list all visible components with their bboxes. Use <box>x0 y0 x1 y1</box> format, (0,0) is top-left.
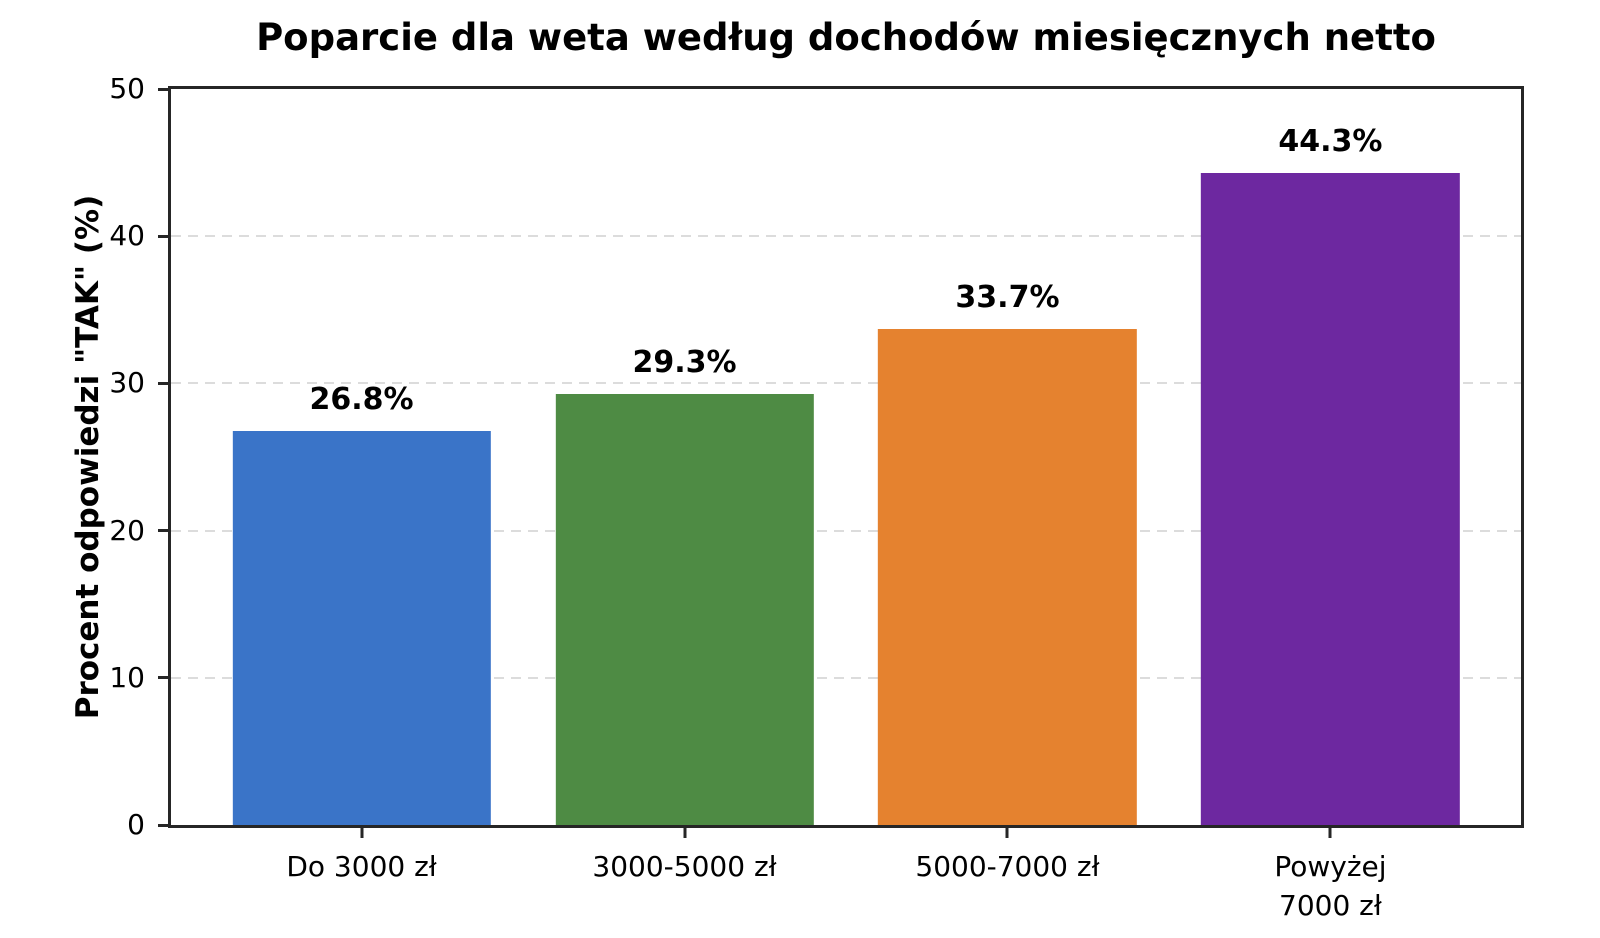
x-tick-label-1: Do 3000 zł <box>286 850 437 883</box>
x-tick-mark-1 <box>360 825 364 838</box>
y-tick-label-40: 40 <box>109 219 145 253</box>
gridline-20 <box>171 529 1521 532</box>
gridline-10 <box>171 676 1521 679</box>
bar-value-label-2: 29.3% <box>632 344 737 380</box>
x-tick-label-4: Powyżej 7000 zł <box>1274 850 1387 923</box>
chart-title: Poparcie dla weta według dochodów miesię… <box>256 16 1436 59</box>
y-tick-mark-40 <box>158 234 171 238</box>
bar-value-label-4: 44.3% <box>1278 123 1383 159</box>
bar-value-label-3: 33.7% <box>955 279 1060 315</box>
x-tick-mark-4 <box>1328 825 1332 838</box>
y-tick-mark-30 <box>158 381 171 385</box>
gridline-30 <box>171 382 1521 385</box>
gridline-40 <box>171 235 1521 238</box>
y-tick-mark-0 <box>158 823 171 827</box>
x-tick-mark-3 <box>1005 825 1009 838</box>
bar-3 <box>878 328 1137 825</box>
bar-2 <box>555 393 814 825</box>
bar-1 <box>232 430 491 825</box>
y-tick-mark-50 <box>158 87 171 91</box>
bar-4 <box>1201 172 1460 825</box>
y-tick-mark-10 <box>158 676 171 680</box>
y-axis-label: Procent odpowiedzi "TAK" (%) <box>70 194 106 720</box>
x-tick-label-3: 5000-7000 zł <box>915 850 1100 883</box>
plot-area: 0 10 20 30 40 50 26.8% Do 3000 zł 29.3% 3000-5000… <box>109 75 1524 922</box>
y-tick-label-10: 10 <box>109 660 145 694</box>
y-tick-label-50: 50 <box>109 72 145 105</box>
y-tick-mark-20 <box>158 529 171 533</box>
x-tick-mark-2 <box>683 825 687 838</box>
x-tick-label-2: 3000-5000 zł <box>592 850 777 883</box>
bar-value-label-1: 26.8% <box>309 381 414 417</box>
y-tick-label-20: 20 <box>109 513 145 547</box>
y-tick-label-30: 30 <box>109 366 145 400</box>
y-tick-label-0: 0 <box>127 808 145 841</box>
